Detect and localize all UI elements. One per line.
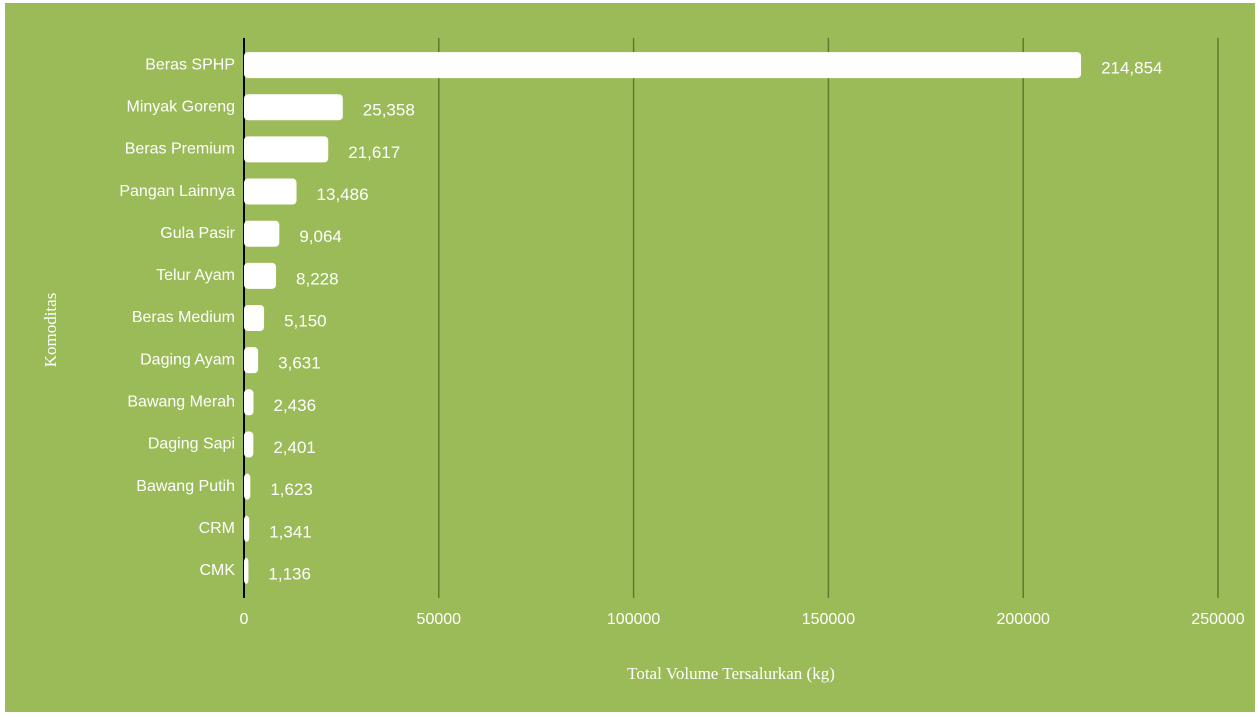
value-label: 21,617 [348,143,400,162]
bar [244,389,254,416]
x-tick-label: 150000 [802,611,855,628]
value-label: 25,358 [363,101,415,120]
x-tick-label: 100000 [607,611,660,628]
value-label: 2,436 [273,396,316,415]
bar [244,262,277,289]
bar [244,178,297,205]
bar [244,431,254,458]
y-tick-label: Bawang Putih [136,478,235,495]
value-label: 2,401 [273,438,316,457]
value-label: 9,064 [299,227,342,246]
y-tick-label: CMK [199,562,235,579]
y-axis-title: Komoditas [41,293,60,368]
y-tick-label: Daging Ayam [140,351,235,368]
y-tick-label: Minyak Goreng [127,98,236,115]
value-label: 1,623 [270,480,313,499]
bar [244,52,1082,79]
x-axis-title: Total Volume Tersalurkan (kg) [627,664,835,683]
value-label: 1,341 [269,522,312,541]
y-tick-label: Bawang Merah [127,394,235,411]
chart-background [5,3,1255,712]
y-tick-label: Telur Ayam [156,267,235,284]
value-label: 5,150 [284,311,327,330]
x-tick-label: 0 [240,611,249,628]
bar [244,220,280,247]
y-tick-label: Pangan Lainnya [119,183,235,200]
value-label: 3,631 [278,354,321,373]
bar [244,305,265,331]
bar [244,515,250,542]
value-label: 1,136 [268,564,311,583]
x-tick-label: 50000 [417,611,462,628]
y-tick-label: Daging Sapi [148,436,235,453]
y-tick-label: CRM [199,520,235,537]
bar [244,136,329,163]
value-label: 8,228 [296,269,339,288]
bar [244,473,251,500]
value-label: 13,486 [317,185,369,204]
value-label: 214,854 [1101,59,1162,78]
bar [244,347,259,374]
y-tick-label: Beras Medium [132,309,235,326]
y-tick-label: Gula Pasir [160,225,235,242]
x-tick-label: 250000 [1191,611,1244,628]
bar [244,94,343,121]
y-tick-label: Beras Premium [125,141,235,158]
x-tick-label: 200000 [997,611,1050,628]
y-tick-label: Beras SPHP [145,56,235,73]
bar [244,557,249,584]
